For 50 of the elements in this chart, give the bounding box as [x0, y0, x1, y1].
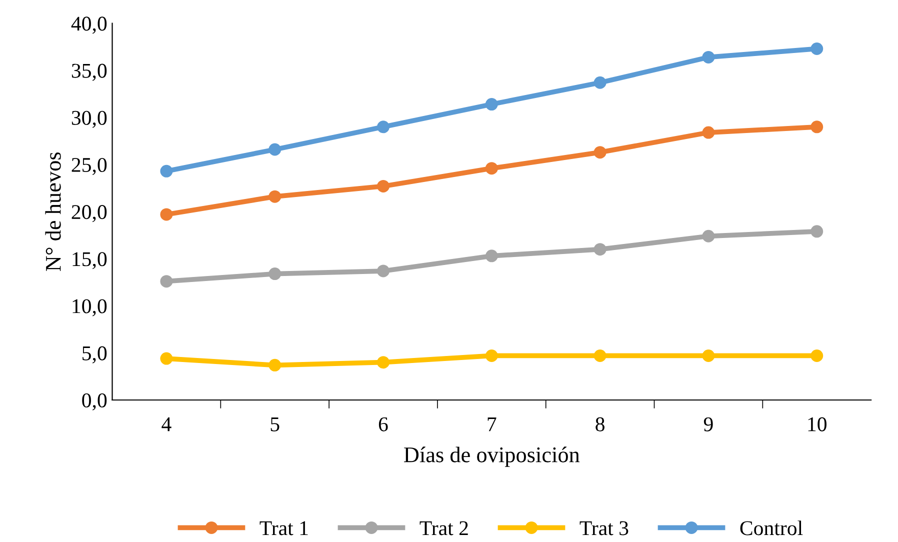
point: [702, 230, 715, 242]
point: [268, 143, 282, 156]
point: [702, 50, 715, 64]
point: [810, 42, 824, 55]
y-tick-label: 40,0: [71, 16, 107, 34]
point: [594, 243, 606, 256]
point: [810, 225, 824, 238]
point: [377, 180, 390, 192]
x-tick-label: 5: [270, 417, 280, 432]
point: [377, 264, 390, 278]
point: [160, 352, 173, 365]
x-tick-label: 7: [488, 417, 496, 432]
y-axis-title: N° de huevos: [45, 152, 61, 271]
point: [594, 349, 606, 362]
x-tick-label: 9: [704, 417, 713, 432]
point: [377, 356, 390, 369]
point: [160, 164, 173, 178]
point: [160, 275, 173, 288]
legend-label: Control: [740, 520, 803, 536]
x-tick-label: 10: [808, 417, 826, 432]
point: [810, 349, 824, 362]
point: [485, 349, 498, 362]
legend-label: Trat 1: [260, 521, 308, 536]
point: [594, 146, 606, 159]
point: [268, 358, 282, 372]
point: [485, 98, 498, 111]
point: [594, 76, 606, 89]
legend-label: Trat 2: [420, 521, 468, 536]
point: [702, 126, 715, 139]
point: [485, 162, 498, 175]
point: [268, 268, 282, 280]
y-tick-label: 5,0: [82, 346, 107, 364]
y-tick-label: 20,0: [72, 205, 107, 222]
point: [485, 250, 498, 262]
x-axis-title: Días de oviposición: [404, 446, 580, 467]
legend-label: Trat 3: [580, 521, 628, 536]
point: [702, 349, 715, 362]
y-tick-label: 0,0: [82, 393, 107, 410]
y-tick-label: 25,0: [72, 158, 107, 175]
x-tick-label: 6: [378, 417, 388, 432]
point: [377, 120, 390, 134]
point: [160, 208, 173, 221]
x-tick-label: 4: [162, 417, 172, 432]
x-tick-label: 8: [596, 417, 604, 432]
y-tick-label: 10,0: [72, 299, 107, 316]
point: [810, 120, 824, 134]
y-tick-label: 15,0: [72, 252, 107, 270]
point: [268, 190, 282, 203]
y-tick-label: 30,0: [72, 110, 107, 128]
y-tick-label: 35,0: [72, 64, 107, 81]
